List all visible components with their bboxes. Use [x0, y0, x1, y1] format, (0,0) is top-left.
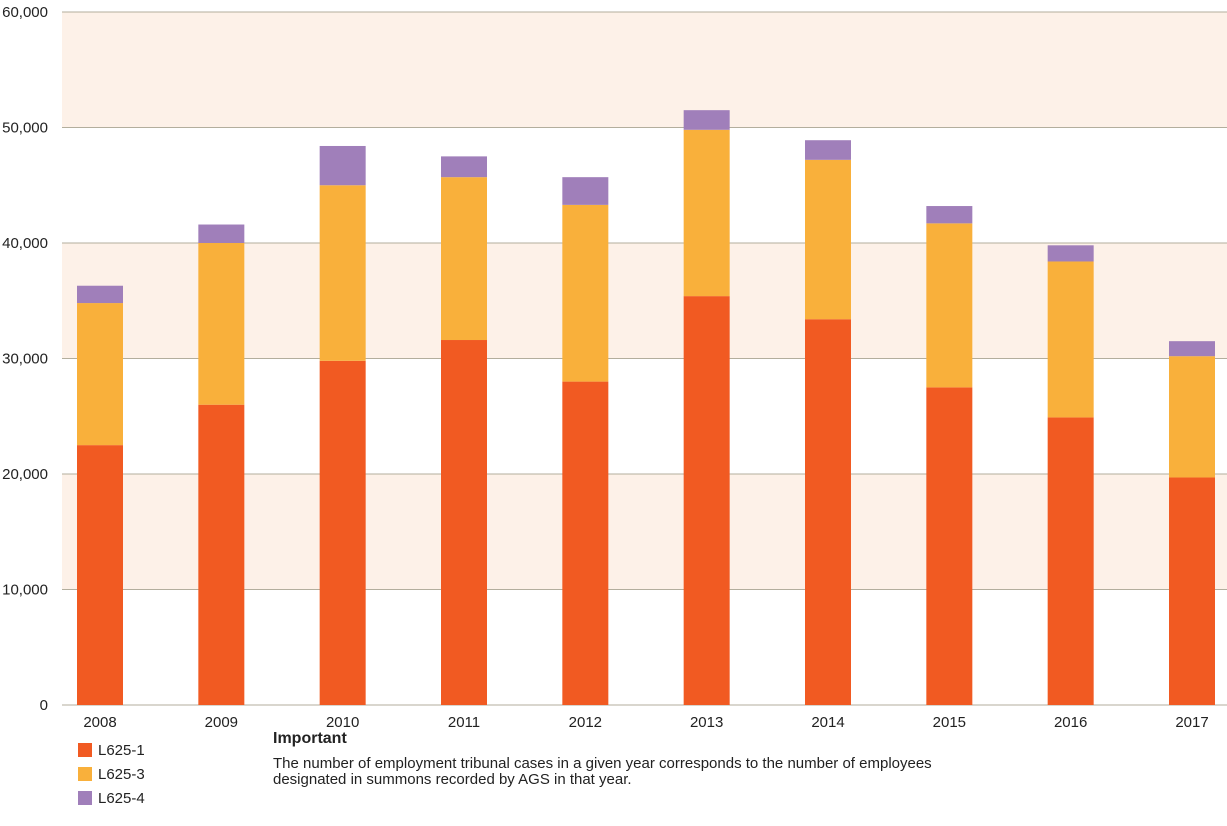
bar-2010-l625-1	[319, 360, 366, 705]
legend-label-l625-1: L625-1	[98, 741, 145, 759]
note-body: The number of employment tribunal cases …	[273, 756, 1033, 788]
x-axis-ticks: 2008 2009 2010 2011 2012 2013 2014 2015 2016 2017	[83, 714, 1208, 731]
bar-2016-l625-1	[1047, 417, 1094, 705]
bar-2011-l625-1	[441, 340, 487, 705]
y-tick-label-10000: 10,000	[2, 582, 48, 599]
bar-2012-l625-3	[562, 204, 609, 382]
bar-2011-l625-3	[441, 177, 487, 341]
bar-2013-l625-3	[683, 129, 730, 297]
y-tick-label-20000: 20,000	[2, 466, 48, 483]
x-tick-label-2008: 2008	[83, 714, 116, 731]
x-tick-label-2010: 2010	[326, 714, 359, 731]
bar-2013-l625-1	[683, 296, 730, 705]
bar-2017-l625-3	[1169, 356, 1215, 478]
x-tick-label-2012: 2012	[569, 714, 602, 731]
bar-2013-l625-4	[683, 110, 730, 130]
y-tick-label-30000: 30,000	[2, 351, 48, 368]
legend-label-l625-3: L625-3	[98, 765, 145, 783]
bar-2009-l625-4	[198, 224, 245, 243]
legend-item-l625-3: L625-3	[78, 763, 145, 785]
x-tick-label-2015: 2015	[933, 714, 966, 731]
y-tick-label-0: 0	[40, 697, 48, 714]
bar-2010-l625-4	[319, 145, 366, 186]
legend-label-l625-4: L625-4	[98, 789, 145, 807]
legend-item-l625-1: L625-1	[78, 739, 145, 761]
bar-2008-l625-3	[77, 303, 123, 446]
bars	[77, 110, 1215, 705]
background-bands	[62, 12, 1227, 590]
bar-2014-l625-4	[805, 140, 851, 160]
important-note: Important The number of employment tribu…	[273, 730, 1033, 788]
legend-swatch-l625-4	[78, 791, 92, 805]
x-tick-label-2013: 2013	[690, 714, 723, 731]
y-tick-label-60000: 60,000	[2, 4, 48, 21]
bar-2017-l625-4	[1169, 341, 1215, 357]
legend-item-l625-4: L625-4	[78, 787, 145, 809]
bar-2016-l625-3	[1047, 261, 1094, 418]
bar-2014-l625-1	[805, 319, 851, 705]
gridlines	[62, 11, 1227, 706]
x-tick-label-2009: 2009	[205, 714, 238, 731]
y-tick-label-40000: 40,000	[2, 235, 48, 252]
x-tick-label-2017: 2017	[1175, 714, 1208, 731]
y-tick-label-50000: 50,000	[2, 120, 48, 137]
bar-2015-l625-3	[926, 223, 973, 388]
x-tick-label-2011: 2011	[448, 714, 480, 731]
bar-2008-l625-4	[77, 285, 123, 304]
band-1	[62, 474, 1227, 590]
note-body-line-2: designated in summons recorded by AGS in…	[273, 771, 632, 788]
x-tick-label-2014: 2014	[811, 714, 844, 731]
note-title: Important	[273, 730, 347, 747]
note-body-line-1: The number of employment tribunal cases …	[273, 755, 932, 772]
band-5	[62, 12, 1227, 128]
legend-swatch-l625-3	[78, 767, 92, 781]
band-3	[62, 243, 1227, 359]
bar-2012-l625-4	[562, 177, 609, 205]
bar-2011-l625-4	[441, 156, 487, 178]
bar-2009-l625-1	[198, 404, 245, 705]
legend-swatch-l625-1	[78, 743, 92, 757]
bar-2015-l625-4	[926, 206, 973, 224]
bar-2017-l625-1	[1169, 477, 1215, 705]
y-axis-ticks: 0 10,000 20,000 30,000 40,000 50,000 60,000	[2, 4, 48, 714]
legend: L625-1 L625-3 L625-4	[78, 739, 145, 811]
bar-2009-l625-3	[198, 243, 245, 405]
bar-2016-l625-4	[1047, 245, 1094, 262]
bar-2010-l625-3	[319, 185, 366, 361]
x-tick-label-2016: 2016	[1054, 714, 1087, 731]
bar-2012-l625-1	[562, 381, 609, 705]
bar-2014-l625-3	[805, 159, 851, 320]
bar-2015-l625-1	[926, 387, 973, 705]
bar-2008-l625-1	[77, 445, 123, 705]
